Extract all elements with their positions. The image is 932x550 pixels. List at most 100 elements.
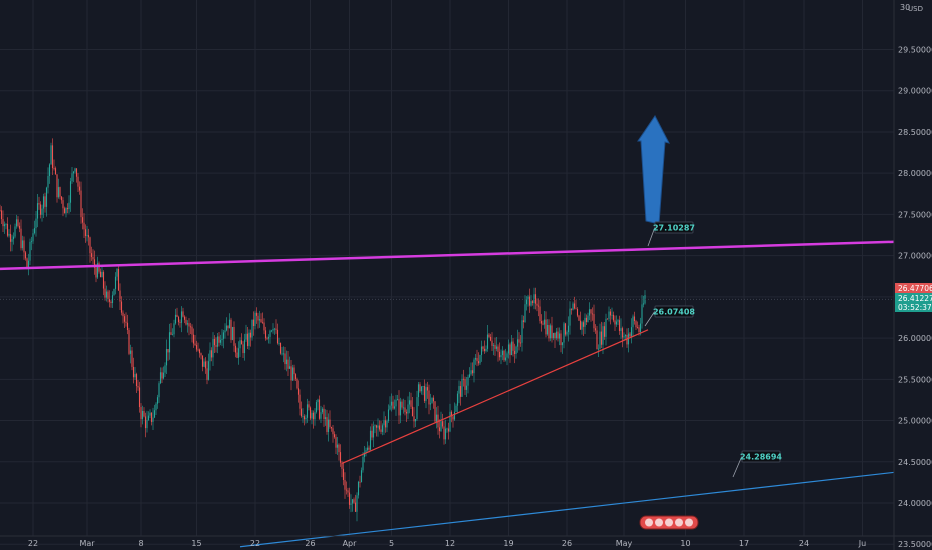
candle-body: [360, 470, 363, 483]
candle-body: [489, 336, 492, 341]
candle-body: [339, 452, 342, 463]
candle-body: [17, 219, 19, 226]
y-tick-label: 28.00000: [898, 169, 932, 178]
candle-body: [320, 412, 322, 419]
candle-body: [557, 331, 559, 339]
candle-body: [143, 410, 145, 417]
candle-body: [417, 384, 420, 398]
event-icon[interactable]: [685, 518, 693, 527]
candle-body: [14, 226, 16, 237]
candle-body: [522, 320, 525, 323]
candle-body: [129, 350, 132, 354]
event-icon[interactable]: [675, 518, 683, 527]
candle-body: [596, 330, 598, 350]
candle-body: [90, 253, 93, 257]
candle-body: [258, 319, 261, 321]
candle-body: [443, 426, 445, 440]
candle-body: [314, 412, 316, 420]
candle-body: [227, 325, 229, 329]
candle-body: [131, 350, 133, 367]
candle-body: [527, 296, 529, 300]
candle-body: [566, 332, 568, 335]
y-tick-label: 28.50000: [898, 128, 932, 137]
candle-body: [86, 235, 88, 236]
candle-body: [147, 415, 150, 421]
candle-body: [108, 299, 111, 302]
candle-body: [162, 372, 165, 379]
candle-body: [132, 366, 135, 378]
candle-body: [183, 316, 186, 320]
candle-body: [216, 336, 219, 347]
candle-body: [453, 411, 456, 420]
candle-body: [278, 343, 280, 344]
price-scale[interactable]: [894, 0, 932, 550]
candle-body: [630, 327, 633, 337]
candle-body: [44, 196, 46, 207]
candle-body: [38, 203, 40, 205]
event-icon[interactable]: [665, 518, 673, 527]
candle-body: [515, 346, 517, 354]
candle-body: [510, 341, 513, 356]
event-icons[interactable]: [639, 515, 699, 530]
x-tick-label: Mar: [79, 539, 95, 548]
candle-body: [420, 386, 423, 392]
candle-body: [614, 320, 616, 325]
label-resistance-box: [654, 221, 694, 234]
candle-body: [567, 325, 570, 333]
candle-body: [350, 503, 352, 505]
candle-body: [18, 225, 21, 229]
candle-body: [120, 301, 123, 313]
candle-body: [576, 308, 579, 316]
trendlines: [0, 240, 901, 548]
candle-body: [587, 315, 589, 323]
candle-body: [251, 319, 253, 338]
candle-body: [243, 339, 246, 354]
candle-body: [429, 403, 432, 405]
candle-body: [341, 462, 343, 469]
candle-body: [99, 271, 102, 278]
label-resistance-text: 27.10287: [653, 224, 695, 233]
candle-body: [207, 361, 210, 380]
event-icon[interactable]: [655, 518, 663, 527]
candle-body: [221, 338, 223, 341]
candle-body: [195, 344, 198, 350]
candle-body: [228, 319, 231, 329]
candle-body: [225, 325, 228, 331]
candle-body: [638, 327, 640, 333]
candle-body: [518, 339, 520, 343]
candle-body: [305, 417, 307, 420]
candle-body: [594, 328, 597, 331]
candle-body: [392, 401, 394, 409]
candle-body: [446, 428, 448, 430]
x-tick-label: 22: [28, 539, 38, 548]
candle-body: [92, 256, 94, 260]
candle-body: [540, 321, 543, 324]
candle-body: [50, 145, 52, 165]
candle-body: [408, 400, 411, 405]
annotation-labels: 27.10287 26.07408 24.28694: [644, 221, 782, 478]
x-tick-label: 26: [562, 539, 572, 548]
candle-body: [534, 294, 537, 304]
candle-body: [464, 379, 466, 390]
candle-body: [176, 314, 178, 317]
candle-body: [597, 348, 600, 350]
candle-body: [309, 407, 312, 419]
candle-body: [555, 331, 558, 339]
candle-body: [599, 331, 601, 349]
candle-body: [54, 168, 57, 175]
candle-body: [366, 447, 369, 451]
candle-body: [167, 349, 169, 353]
candle-body: [306, 404, 309, 418]
candle-body: [282, 353, 285, 355]
candle-body: [155, 403, 157, 411]
event-icon[interactable]: [645, 518, 653, 527]
candle-body: [593, 314, 595, 329]
candle-body: [537, 305, 540, 307]
candle-body: [582, 322, 585, 327]
candle-body: [519, 342, 522, 344]
y-tick-label: 23.50000: [898, 540, 932, 549]
candle-body: [80, 190, 82, 218]
y-tick-label: 29.00000: [898, 87, 932, 96]
label-support-long-text: 24.28694: [740, 453, 782, 462]
